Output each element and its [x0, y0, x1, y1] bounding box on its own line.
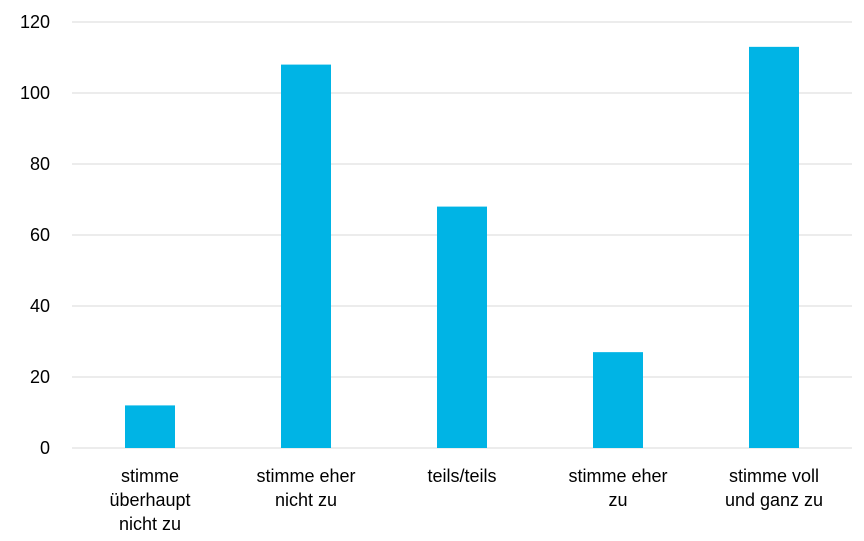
- y-tick-label: 0: [40, 438, 50, 458]
- y-tick-label: 20: [30, 367, 50, 387]
- bars: [125, 46, 799, 448]
- bar: [437, 206, 487, 448]
- x-category-label-line: stimme eher: [568, 466, 667, 486]
- y-axis-tick-labels: 0 20 40 60 80 100 120: [20, 12, 50, 458]
- bar: [281, 64, 331, 448]
- x-category-label-line: stimme eher: [256, 466, 355, 486]
- x-category-label-line: und ganz zu: [725, 490, 823, 510]
- bar: [749, 46, 799, 448]
- bar: [125, 405, 175, 448]
- x-category-label: stimme voll und ganz zu: [725, 466, 823, 510]
- y-tick-label: 40: [30, 296, 50, 316]
- x-axis-category-labels: stimme überhaupt nicht zu stimme eher nicht …: [109, 466, 823, 534]
- x-category-label-line: teils/teils: [427, 466, 496, 486]
- x-category-label: stimme überhaupt nicht zu: [109, 466, 190, 534]
- bar: [593, 352, 643, 448]
- x-category-label-line: nicht zu: [275, 490, 337, 510]
- y-tick-label: 120: [20, 12, 50, 32]
- y-tick-label: 60: [30, 225, 50, 245]
- x-category-label-line: zu: [608, 490, 627, 510]
- x-category-label-line: überhaupt: [109, 490, 190, 510]
- x-category-label: stimme eher nicht zu: [256, 466, 355, 510]
- y-tick-label: 100: [20, 83, 50, 103]
- x-category-label-line: stimme voll: [729, 466, 819, 486]
- x-category-label-line: nicht zu: [119, 514, 181, 534]
- y-tick-label: 80: [30, 154, 50, 174]
- x-category-label: teils/teils: [427, 466, 496, 486]
- x-category-label: stimme eher zu: [568, 466, 667, 510]
- x-category-label-line: stimme: [121, 466, 179, 486]
